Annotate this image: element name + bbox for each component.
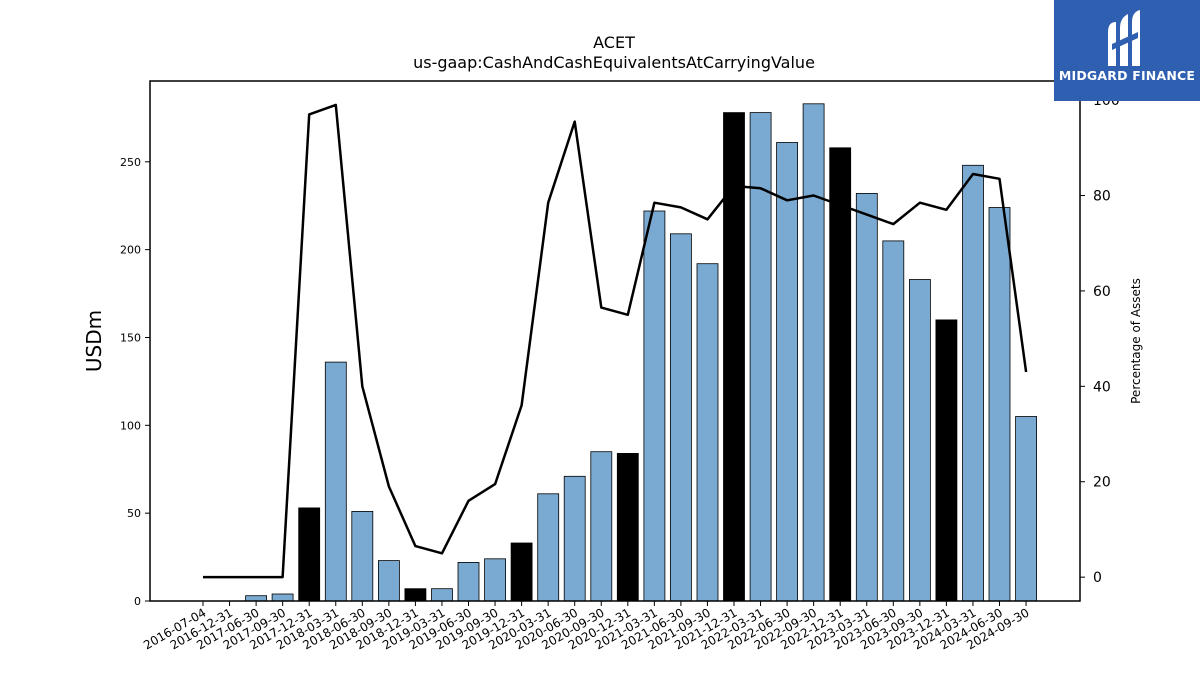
bar-2018-06-30 (351, 510, 374, 602)
bar-2023-03-31 (855, 192, 878, 602)
bar-2022-06-30 (776, 142, 798, 602)
y2-tick-label-40: 40 (1093, 379, 1111, 395)
bar-2017-09-30 (271, 593, 294, 602)
y2-tick-label-20: 20 (1093, 475, 1111, 491)
brand-name: MIDGARD FINANCE (1058, 68, 1196, 83)
bar-2020-12-31 (616, 452, 639, 602)
bar-2020-09-30 (590, 451, 613, 602)
bar-2018-03-31 (324, 361, 347, 602)
y-tick-label-150: 150 (120, 331, 141, 344)
bar-2022-03-31 (749, 112, 772, 602)
y-tick-label-50: 50 (127, 507, 141, 520)
y-tick-label-200: 200 (120, 244, 141, 257)
y-tick-label-100: 100 (120, 419, 141, 432)
percentage-line (203, 103, 1028, 579)
y2-tick-label-0: 0 (1093, 570, 1102, 586)
bar-2023-12-31 (935, 319, 958, 602)
y2-tick-label-80: 80 (1093, 188, 1111, 204)
bar-2021-03-31 (643, 210, 666, 602)
bar-2020-03-31 (537, 493, 560, 602)
chart-subtitle: us-gaap:CashAndCashEquivalentsAtCarrying… (413, 53, 815, 72)
chart-title: ACET (593, 33, 635, 52)
bar-2019-09-30 (484, 558, 507, 602)
y2-tick-label-60: 60 (1093, 284, 1111, 300)
y-tick-label-0: 0 (134, 595, 141, 608)
brand-logo: MIDGARD FINANCE (1054, 0, 1200, 101)
bar-2018-12-31 (404, 588, 427, 602)
bar-2023-06-30 (882, 240, 905, 602)
plot-frame (149, 80, 1081, 602)
bar-2022-12-31 (829, 147, 852, 602)
bar-2024-03-31 (962, 164, 984, 602)
bar-2019-12-31 (510, 542, 533, 602)
bar-2017-06-30 (245, 595, 268, 602)
bar-2021-06-30 (670, 233, 692, 602)
bar-2020-06-30 (563, 475, 586, 602)
bar-2024-09-30 (1015, 416, 1037, 602)
bar-2021-09-30 (696, 263, 719, 602)
y-axis-label: USDm (82, 310, 106, 372)
y2-axis-label: Percentage of Assets (1129, 278, 1143, 404)
midgard-logo-icon (1108, 10, 1140, 66)
bar-2017-12-31 (298, 507, 321, 602)
bar-2018-09-30 (377, 560, 400, 602)
bar-2019-06-30 (457, 562, 480, 602)
y-tick-label-250: 250 (120, 156, 141, 169)
bar-2022-09-30 (802, 103, 825, 602)
bar-2019-03-31 (431, 588, 453, 602)
bar-2024-06-30 (988, 207, 1011, 602)
bar-2023-09-30 (909, 279, 931, 602)
